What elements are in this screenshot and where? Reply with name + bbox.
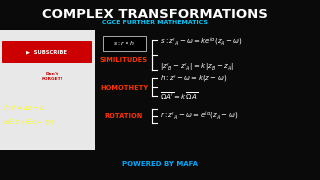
Text: ▶  SUBSCRIBE: ▶ SUBSCRIBE [27,50,68,55]
Text: $s : z'_A - \omega = ke^{i\alpha}(z_A - \omega)$: $s : z'_A - \omega = ke^{i\alpha}(z_A - … [160,36,243,48]
Text: Don't
FORGET!: Don't FORGET! [41,72,63,81]
Text: SIMILITUDES: SIMILITUDES [100,57,148,63]
Text: $r : z'_A - \omega = e^{i\alpha}(z_A - \omega)$: $r : z'_A - \omega = e^{i\alpha}(z_A - \… [160,110,238,122]
Text: $h : z' - \omega = k(z - \omega)$: $h : z' - \omega = k(z - \omega)$ [160,73,227,84]
Bar [0,30,95,150]
Text: $f : z' = az + b$: $f : z' = az + b$ [3,103,45,113]
Text: CGCE FURTHER MATHEMATICS: CGCE FURTHER MATHEMATICS [102,20,208,25]
Text: HOMOTHETY: HOMOTHETY [100,85,148,91]
Text: POWERED BY MAFA: POWERED BY MAFA [122,161,198,167]
Text: ROTATION: ROTATION [105,113,143,119]
Text: $s : r \circ h$: $s : r \circ h$ [113,39,135,47]
Text: $\overline{\Omega A'} = k\,\overline{\Omega A}$: $\overline{\Omega A'} = k\,\overline{\Om… [160,90,198,102]
FancyBboxPatch shape [102,35,146,51]
Text: $b \in \mathbb{C}\; a \in \mathbb{C} - \{0\}$: $b \in \mathbb{C}\; a \in \mathbb{C} - \… [3,117,56,127]
Text: COMPLEX TRANSFORMATIONS: COMPLEX TRANSFORMATIONS [42,8,268,21]
Text: $|z'_B - z'_A| = k\,|z_B - z_A|$: $|z'_B - z'_A| = k\,|z_B - z_A|$ [160,62,234,74]
FancyBboxPatch shape [2,41,92,63]
